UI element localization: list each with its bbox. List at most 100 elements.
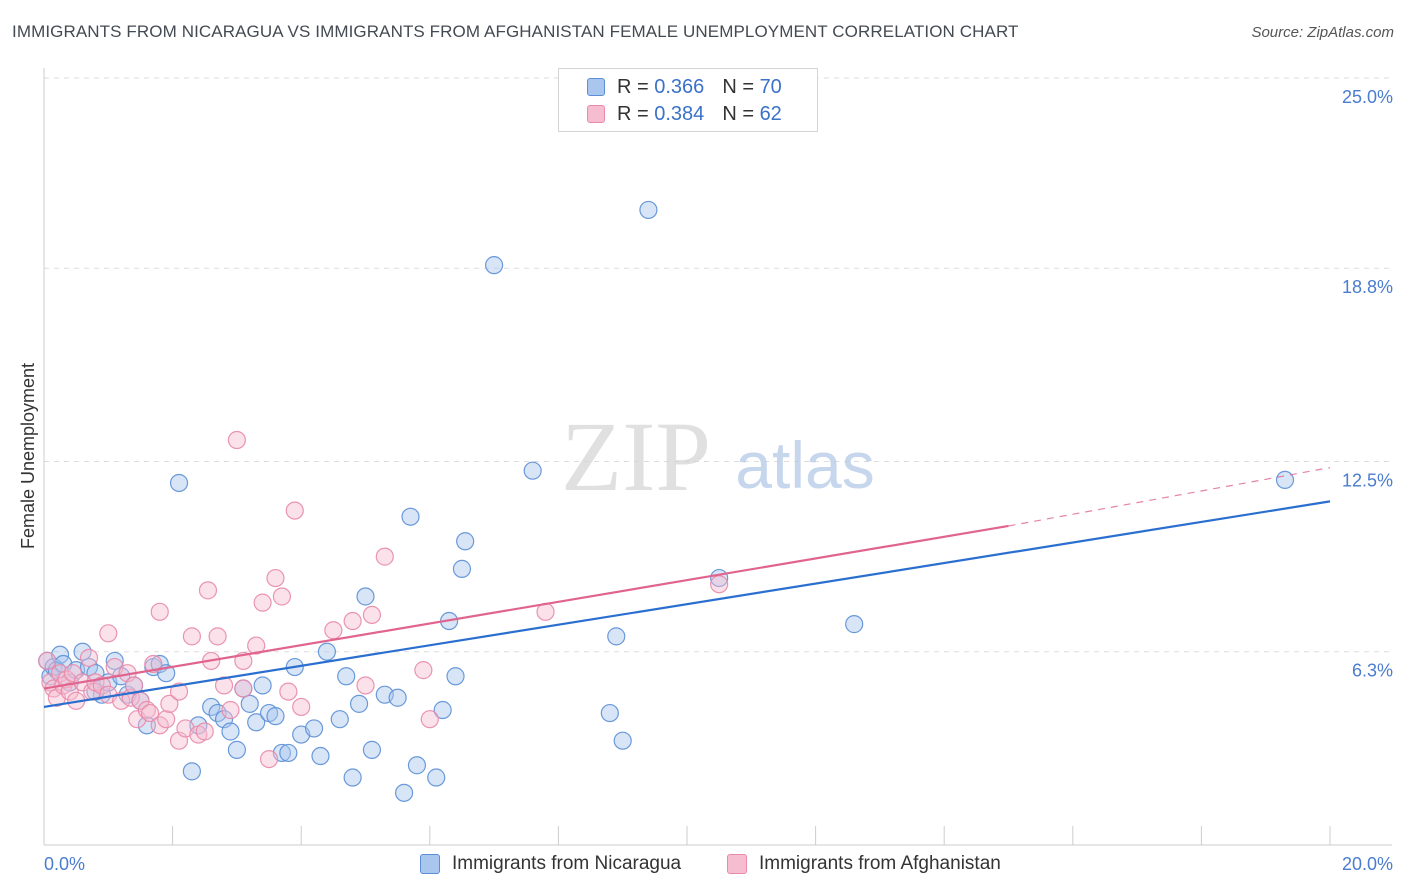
bottom-legend-afghanistan: Immigrants from Afghanistan <box>727 851 1001 877</box>
y-tick-label: 25.0% <box>1342 87 1393 107</box>
afghanistan-point <box>285 501 304 520</box>
nicaragua-point <box>240 694 259 713</box>
nicaragua-point <box>304 719 324 738</box>
y-tick-label: 12.5% <box>1342 471 1393 491</box>
nicaragua-point <box>266 707 285 726</box>
afghanistan-point <box>195 722 214 741</box>
afghanistan-point <box>227 430 246 450</box>
afghanistan-point <box>140 703 160 723</box>
nicaragua-point <box>317 642 337 661</box>
nicaragua-point <box>607 627 626 646</box>
afghanistan-point <box>221 700 240 720</box>
afghanistan-point <box>292 697 311 717</box>
afghanistan-point <box>124 676 144 695</box>
legend-swatch-pink <box>587 105 605 123</box>
nicaragua-point <box>337 667 356 686</box>
nicaragua-point <box>613 731 632 750</box>
afghanistan-point <box>99 624 118 643</box>
afghanistan-point <box>710 575 729 594</box>
y-tick-label: 6.3% <box>1352 661 1393 681</box>
legend-r-value: 0.366 <box>654 75 705 98</box>
nicaragua-point <box>394 783 414 802</box>
afghanistan-point <box>375 547 394 566</box>
bottom-legend-swatch-pink <box>727 854 747 874</box>
bottom-legend-label: Immigrants from Nicaragua <box>452 853 682 874</box>
afghanistan-point <box>272 587 292 606</box>
nicaragua-point <box>639 200 658 220</box>
x-tick-label-min: 0.0% <box>44 854 85 874</box>
watermark-zip: ZIP <box>561 401 711 512</box>
legend-r-label: R = <box>617 102 649 125</box>
grid-layer <box>44 77 1392 653</box>
afghanistan-point <box>253 593 272 612</box>
axis-layer: 6.3% 12.5% 18.8% 25.0% 0.0% 20.0% <box>43 68 1393 874</box>
legend-n-label: N = <box>722 102 754 125</box>
nicaragua-point <box>221 722 240 741</box>
nicaragua-point <box>362 740 382 759</box>
nicaragua-point <box>169 473 189 493</box>
legend-r-label: R = <box>617 75 649 98</box>
nicaragua-point <box>523 461 542 480</box>
nicaragua-point <box>253 676 272 695</box>
afghanistan-point <box>420 710 439 729</box>
nicaragua-point <box>407 756 427 775</box>
watermark-atlas: atlas <box>735 428 874 502</box>
afghanistan-point <box>214 676 234 695</box>
y-axis-label: Female Unemployment <box>18 363 38 549</box>
afghanistan-point <box>79 648 99 667</box>
nicaragua-trend-line <box>43 500 1331 709</box>
watermark: ZIP atlas <box>561 401 875 512</box>
legend-r-value: 0.384 <box>654 102 705 125</box>
nicaragua-point <box>227 740 246 759</box>
afghanistan-point <box>144 654 163 674</box>
points-layer <box>38 200 1295 802</box>
afghanistan-point <box>38 651 57 671</box>
legend-row-afghanistan: R = 0.384 N = 62 <box>587 101 782 127</box>
afghanistan-trend-extension <box>1008 467 1331 527</box>
nicaragua-point <box>247 713 266 732</box>
chart-title: IMMIGRANTS FROM NICARAGUA VS IMMIGRANTS … <box>12 22 1019 41</box>
nicaragua-point <box>349 694 369 713</box>
bottom-legend-swatch-blue <box>420 854 440 874</box>
nicaragua-point <box>105 651 124 671</box>
legend-n-label: N = <box>722 75 754 98</box>
nicaragua-point <box>427 768 446 787</box>
afghanistan-trend-line <box>43 524 1009 690</box>
afghanistan-point <box>63 664 83 683</box>
afghanistan-point <box>169 682 189 701</box>
nicaragua-point <box>452 559 472 578</box>
nicaragua-point <box>388 688 407 707</box>
afghanistan-point <box>157 710 176 729</box>
nicaragua-point <box>182 762 201 781</box>
legend-row-nicaragua: R = 0.366 N = 70 <box>587 74 782 100</box>
nicaragua-point <box>356 587 375 606</box>
afghanistan-point <box>247 636 266 655</box>
afghanistan-point <box>92 676 111 695</box>
source-label: Source: ZipAtlas.com <box>1251 24 1394 41</box>
nicaragua-point <box>456 532 475 551</box>
nicaragua-point <box>279 743 298 763</box>
afghanistan-point <box>160 694 179 713</box>
nicaragua-point <box>401 507 420 526</box>
afghanistan-point <box>198 581 218 600</box>
nicaragua-point <box>330 710 349 729</box>
afghanistan-point <box>356 676 375 695</box>
afghanistan-point <box>279 682 298 701</box>
afghanistan-point <box>324 621 343 640</box>
bottom-legend-nicaragua: Immigrants from Nicaragua <box>420 851 681 877</box>
y-tick-label: 18.8% <box>1342 277 1393 297</box>
afghanistan-point <box>150 602 169 621</box>
nicaragua-point <box>343 768 362 787</box>
afghanistan-point <box>182 627 201 646</box>
afghanistan-point <box>414 661 433 680</box>
afghanistan-point <box>259 749 279 769</box>
bottom-legend-label: Immigrants from Afghanistan <box>759 853 1001 874</box>
afghanistan-point <box>137 700 156 720</box>
nicaragua-point <box>845 615 864 634</box>
nicaragua-point <box>446 667 465 686</box>
afghanistan-point <box>266 568 285 588</box>
x-tick-label-max: 20.0% <box>1342 854 1393 874</box>
nicaragua-point <box>433 700 452 720</box>
afghanistan-point <box>208 627 227 646</box>
